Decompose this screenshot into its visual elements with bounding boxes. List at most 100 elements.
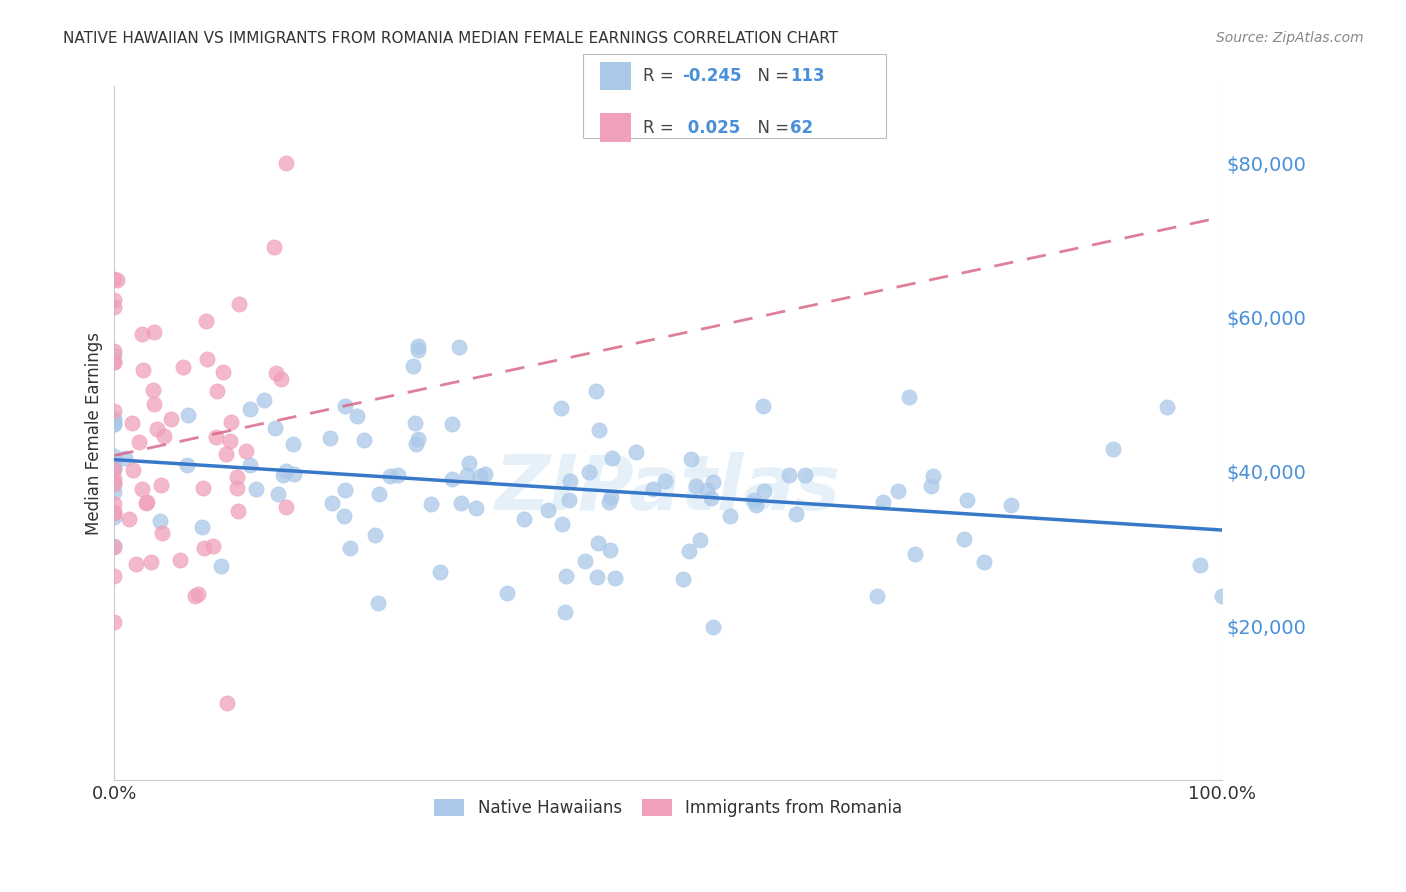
Point bbox=[420, 497, 443, 511]
Text: R =: R = bbox=[643, 67, 679, 85]
Point bbox=[121, 416, 143, 430]
Point bbox=[558, 474, 581, 488]
Point bbox=[226, 504, 249, 518]
Point bbox=[387, 468, 409, 483]
Point bbox=[172, 359, 194, 374]
Point bbox=[103, 355, 125, 369]
Point bbox=[103, 417, 125, 431]
Point bbox=[187, 587, 209, 601]
Point bbox=[103, 460, 125, 475]
Point bbox=[103, 497, 125, 511]
Point bbox=[176, 458, 198, 473]
Point bbox=[103, 449, 125, 463]
Point bbox=[887, 484, 910, 499]
Text: Source: ZipAtlas.com: Source: ZipAtlas.com bbox=[1216, 31, 1364, 45]
Point bbox=[1188, 558, 1211, 573]
Text: NATIVE HAWAIIAN VS IMMIGRANTS FROM ROMANIA MEDIAN FEMALE EARNINGS CORRELATION CH: NATIVE HAWAIIAN VS IMMIGRANTS FROM ROMAN… bbox=[63, 31, 838, 46]
Point bbox=[103, 348, 125, 362]
Point bbox=[103, 540, 125, 554]
Point bbox=[103, 462, 125, 476]
Point bbox=[266, 487, 288, 501]
Point bbox=[872, 495, 894, 509]
Point bbox=[641, 483, 664, 497]
Point bbox=[184, 589, 207, 603]
Point bbox=[103, 506, 125, 520]
Point bbox=[193, 541, 215, 555]
Point bbox=[897, 391, 920, 405]
Point bbox=[245, 482, 267, 496]
Legend: Native Hawaiians, Immigrants from Romania: Native Hawaiians, Immigrants from Romani… bbox=[427, 792, 908, 824]
Point bbox=[689, 533, 711, 548]
Point bbox=[283, 467, 305, 482]
Point bbox=[274, 156, 297, 170]
Point bbox=[142, 383, 165, 397]
Point bbox=[402, 359, 425, 373]
Point bbox=[700, 491, 723, 505]
Point bbox=[588, 424, 610, 438]
Point bbox=[103, 403, 125, 417]
Point bbox=[141, 555, 163, 569]
Point bbox=[339, 541, 361, 555]
Point bbox=[281, 436, 304, 450]
Point bbox=[212, 365, 235, 379]
Point bbox=[440, 417, 463, 431]
Point bbox=[368, 487, 391, 501]
Point bbox=[135, 495, 157, 509]
Point bbox=[973, 555, 995, 569]
Point bbox=[456, 467, 478, 482]
Point bbox=[429, 566, 451, 580]
Point bbox=[131, 326, 153, 341]
Point bbox=[226, 481, 249, 495]
Point bbox=[920, 479, 942, 493]
Point bbox=[239, 401, 262, 416]
Point bbox=[103, 414, 125, 428]
Point bbox=[720, 509, 742, 524]
Point bbox=[103, 300, 125, 314]
Point bbox=[457, 456, 479, 470]
Point bbox=[346, 409, 368, 424]
Point bbox=[219, 416, 242, 430]
Point bbox=[367, 596, 389, 610]
Point bbox=[114, 451, 136, 466]
Point bbox=[103, 615, 125, 629]
Point bbox=[271, 467, 294, 482]
Point bbox=[785, 507, 807, 521]
Point bbox=[1156, 400, 1178, 414]
Point bbox=[654, 474, 676, 488]
Point bbox=[270, 371, 292, 385]
Point bbox=[465, 501, 488, 516]
Point bbox=[105, 273, 128, 287]
Point bbox=[904, 547, 927, 561]
Point bbox=[404, 416, 426, 430]
Point bbox=[103, 293, 125, 307]
Point bbox=[264, 366, 287, 380]
Point bbox=[103, 485, 125, 500]
Point bbox=[239, 458, 262, 472]
Point bbox=[195, 351, 218, 366]
Point bbox=[447, 340, 470, 354]
Point bbox=[624, 444, 647, 458]
Point bbox=[146, 422, 169, 436]
Point bbox=[152, 429, 174, 443]
Point bbox=[554, 605, 576, 619]
Point bbox=[215, 447, 238, 461]
Point bbox=[103, 272, 125, 286]
Point bbox=[274, 500, 297, 515]
Point bbox=[103, 343, 125, 358]
Point bbox=[554, 568, 576, 582]
Point bbox=[550, 401, 572, 415]
Point bbox=[537, 502, 560, 516]
Point bbox=[274, 464, 297, 478]
Point bbox=[103, 412, 125, 426]
Point bbox=[228, 297, 250, 311]
Text: -0.245: -0.245 bbox=[682, 67, 741, 85]
Point bbox=[378, 468, 401, 483]
Point bbox=[600, 451, 623, 466]
Point bbox=[778, 467, 800, 482]
Point bbox=[333, 509, 356, 524]
Point bbox=[253, 392, 276, 407]
Text: 62: 62 bbox=[790, 119, 813, 136]
Point bbox=[599, 543, 621, 558]
Point bbox=[319, 431, 342, 445]
Text: R =: R = bbox=[643, 119, 679, 136]
